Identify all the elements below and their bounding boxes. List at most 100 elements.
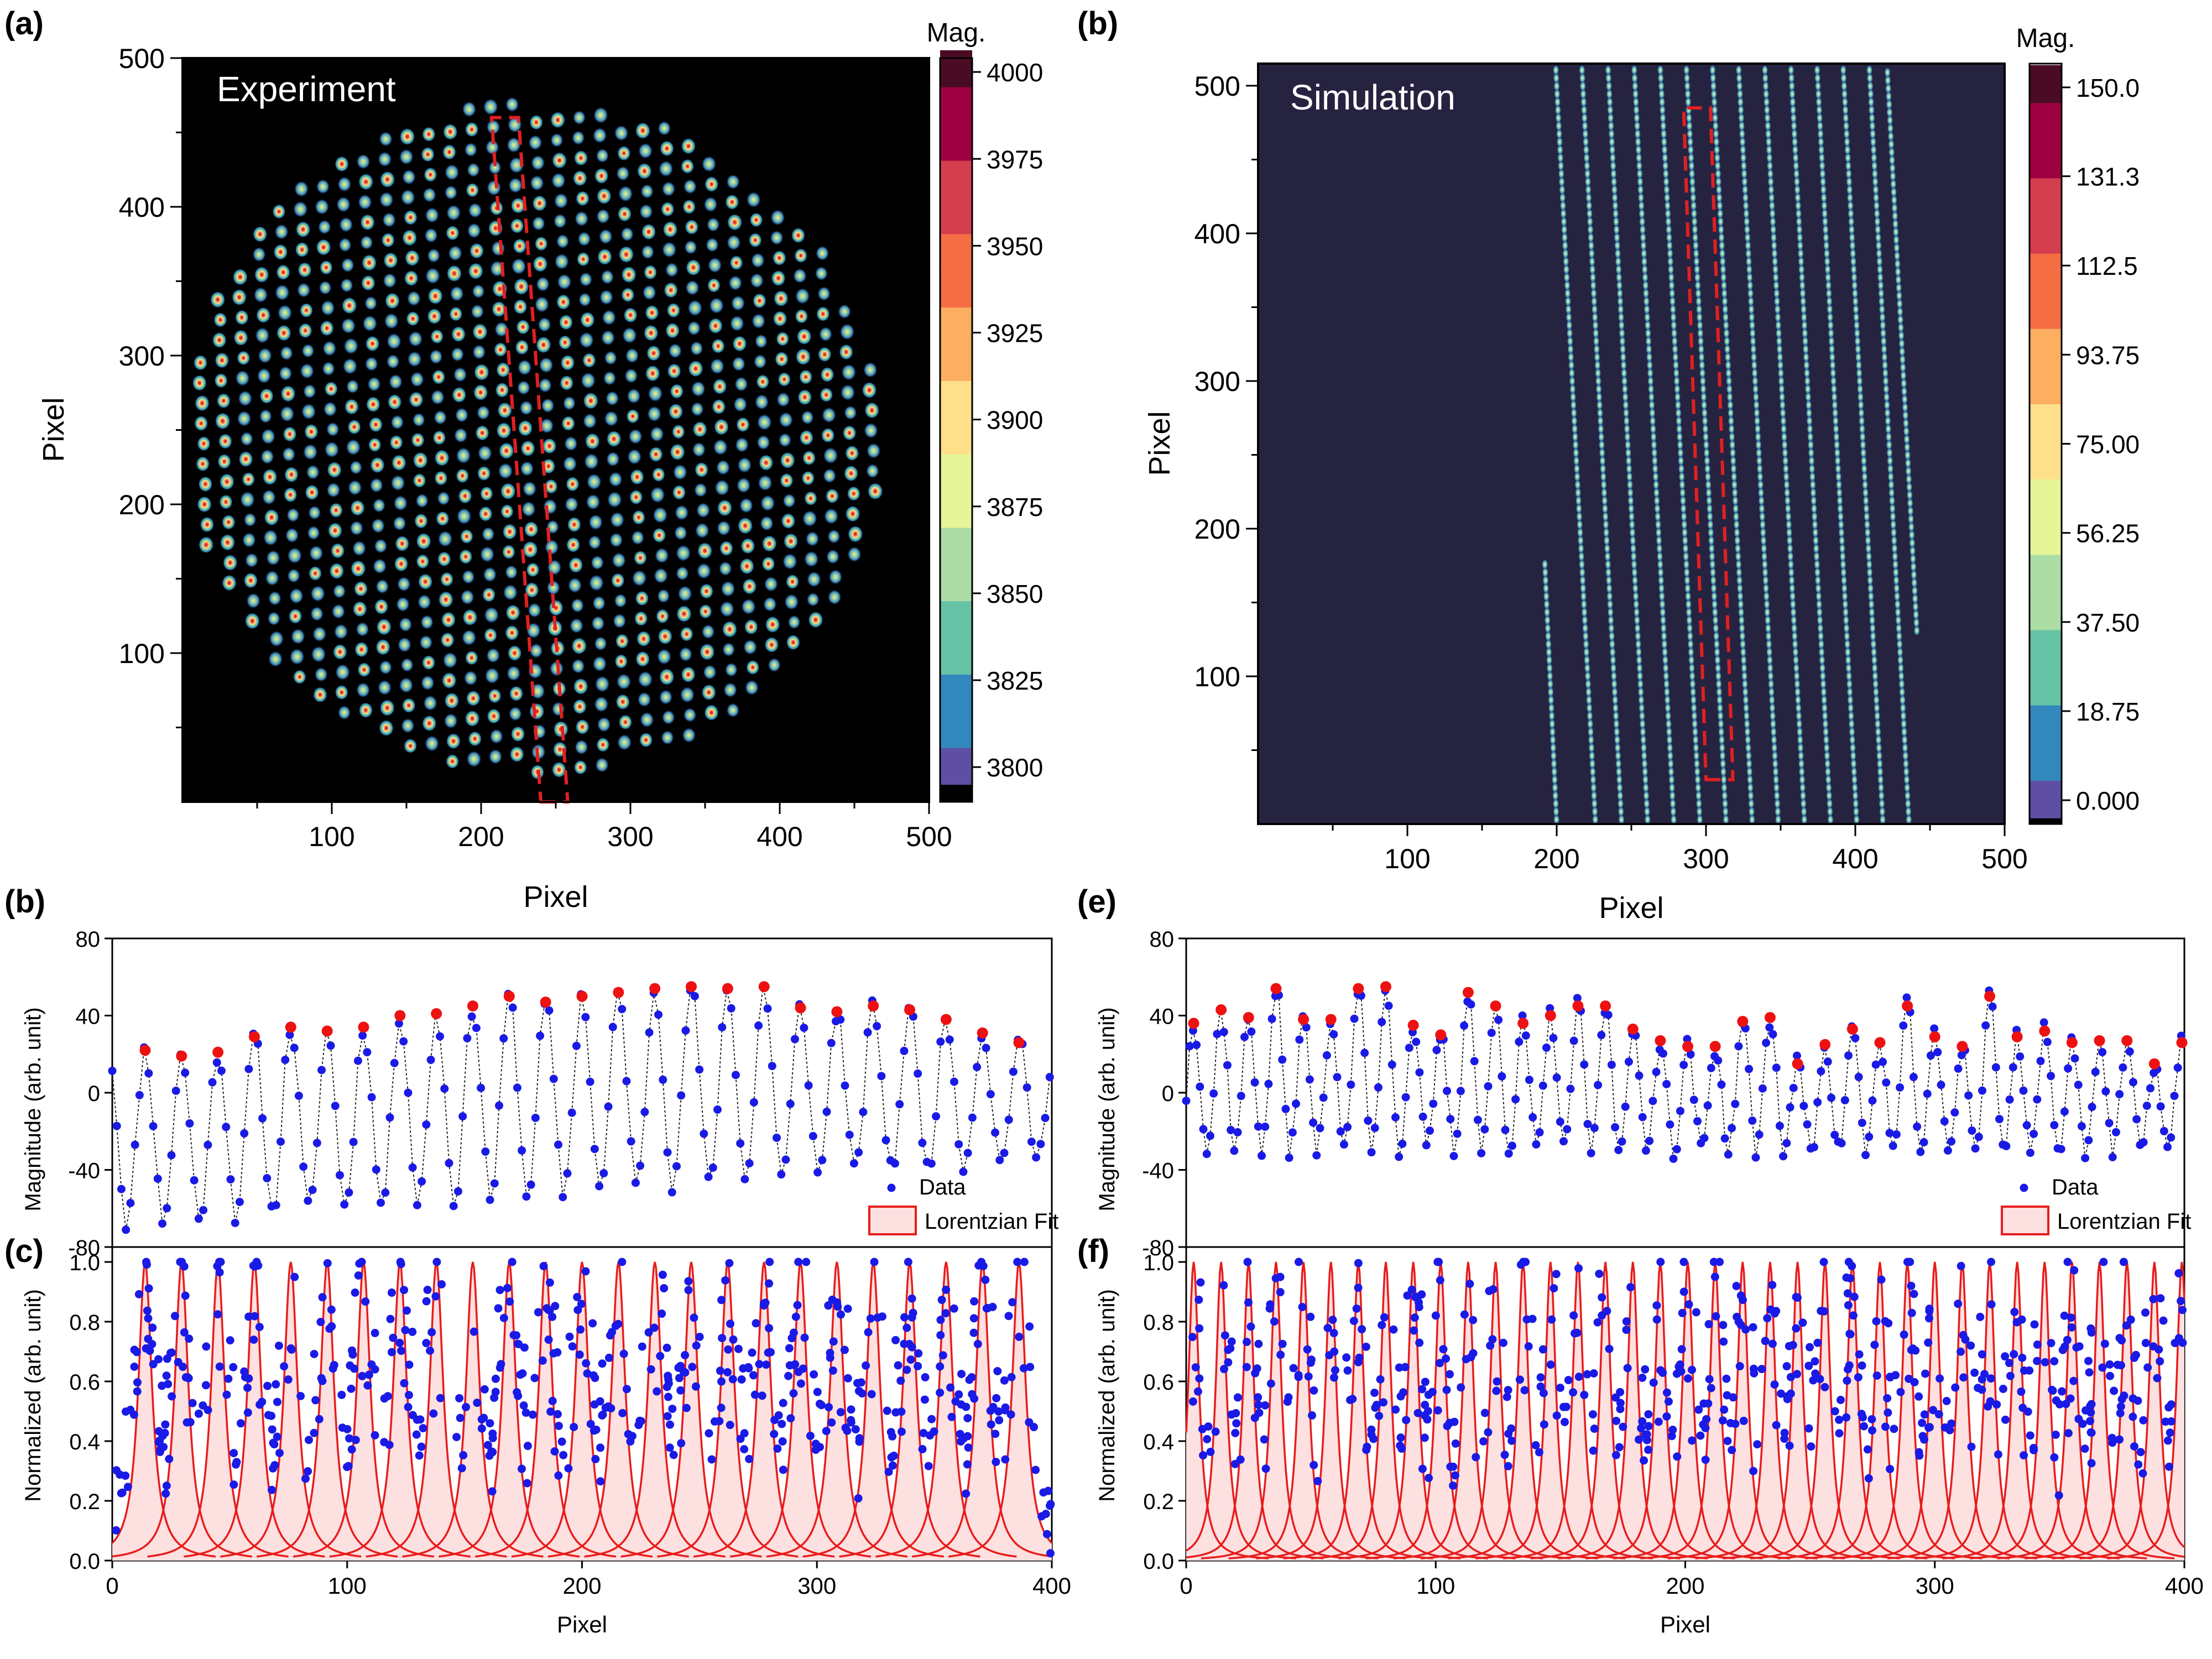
simulation-spot — [1628, 503, 1635, 514]
diffraction-spot — [818, 326, 833, 342]
data-point — [491, 1374, 500, 1383]
data-point — [884, 1468, 893, 1477]
diffraction-spot — [556, 273, 572, 290]
diffraction-spot — [599, 289, 614, 305]
diffraction-spot — [802, 450, 816, 466]
simulation-spot — [1644, 312, 1651, 322]
diffraction-spot — [430, 329, 444, 344]
simulation-spot — [1787, 543, 1793, 554]
data-point — [684, 1277, 693, 1286]
data-point — [567, 1108, 576, 1117]
simulation-spot — [1817, 129, 1824, 139]
simulation-spot — [1692, 240, 1699, 251]
simulation-spot — [1804, 376, 1811, 387]
diffraction-spot — [398, 617, 413, 633]
simulation-spot — [1658, 583, 1665, 593]
data-point — [779, 1465, 787, 1474]
simulation-spot — [1705, 487, 1712, 498]
simulation-spot — [1901, 386, 1907, 397]
simulation-spot — [1691, 216, 1698, 227]
diffraction-spot — [416, 533, 432, 550]
diffraction-spot — [806, 571, 822, 588]
simulation-spot — [1910, 546, 1916, 556]
data-point — [162, 1371, 171, 1380]
simulation-spot — [1840, 73, 1847, 84]
simulation-spot — [1633, 105, 1640, 115]
diffraction-spot — [701, 624, 715, 640]
data-point — [676, 1386, 685, 1395]
data-point — [1451, 1439, 1460, 1448]
simulation-spot — [1668, 782, 1675, 793]
data-point — [499, 1034, 508, 1043]
data-point — [896, 1376, 905, 1385]
data-point — [1254, 1122, 1262, 1131]
simulation-spot — [1744, 727, 1751, 737]
diffraction-spot — [782, 552, 798, 570]
simulation-spot — [1741, 671, 1748, 681]
diffraction-spot — [574, 211, 589, 227]
simulation-spot — [1591, 799, 1598, 809]
diffraction-spot — [827, 529, 841, 544]
data-point — [607, 1404, 615, 1413]
data-point — [531, 1113, 540, 1122]
simulation-spot — [1621, 376, 1628, 387]
data-point — [185, 1119, 194, 1128]
simulation-spot — [1669, 790, 1676, 801]
diffraction-spot — [390, 474, 406, 492]
peak-marker — [431, 1008, 442, 1020]
data-point — [822, 1427, 831, 1436]
simulation-spot — [1743, 703, 1750, 713]
simulation-spot — [1871, 153, 1877, 163]
simulation-spot — [1658, 81, 1665, 91]
data-point — [1588, 1410, 1597, 1419]
simulation-spot — [1598, 431, 1605, 442]
data-point — [229, 1480, 238, 1489]
simulation-spot — [1816, 607, 1823, 618]
simulation-spot — [1901, 394, 1908, 405]
data-point — [836, 1408, 845, 1417]
simulation-spot — [1876, 256, 1883, 267]
simulation-spot — [1660, 121, 1667, 131]
colorbar-band — [2030, 234, 2062, 254]
simulation-spot — [1614, 232, 1620, 243]
data-point — [1704, 1320, 1713, 1329]
diffraction-spot — [685, 279, 700, 296]
lorentzian-fit — [1530, 1261, 1681, 1559]
simulation-spot — [1755, 431, 1761, 442]
data-point — [1196, 1278, 1205, 1287]
diffraction-spot — [740, 538, 755, 554]
data-point — [1230, 1459, 1239, 1468]
simulation-spot — [1749, 312, 1755, 322]
diffraction-spot — [614, 654, 628, 669]
simulation-spot — [1796, 225, 1803, 235]
data-point — [419, 1424, 427, 1433]
diffraction-spot — [618, 185, 633, 202]
data-point — [588, 1319, 597, 1328]
simulation-spot — [1855, 360, 1862, 371]
diffraction-spot — [598, 228, 613, 245]
simulation-spot — [1621, 384, 1628, 394]
data-point — [829, 1337, 838, 1346]
diffraction-spot — [268, 591, 282, 606]
data-point — [2020, 1451, 2028, 1460]
diffraction-spot — [635, 651, 650, 667]
data-point — [1328, 1316, 1337, 1324]
diffraction-spot — [273, 244, 288, 260]
colorbar-band — [940, 252, 972, 271]
data-point — [1469, 1349, 1478, 1358]
y-axis-label: Pixel — [1143, 411, 1176, 476]
simulation-spot — [1664, 695, 1671, 705]
data-point — [813, 1387, 822, 1396]
colorbar-band — [940, 399, 972, 418]
diffraction-spot — [660, 730, 675, 745]
peak-marker — [722, 983, 733, 994]
data-point — [891, 1335, 900, 1344]
data-point — [1015, 1332, 1024, 1341]
diffraction-spot — [566, 537, 581, 553]
simulation-spot — [1545, 623, 1551, 633]
simulation-spot — [1839, 543, 1846, 554]
data-point — [1863, 1445, 1872, 1454]
simulation-spot — [1904, 782, 1911, 793]
simulation-spot — [1698, 344, 1704, 354]
